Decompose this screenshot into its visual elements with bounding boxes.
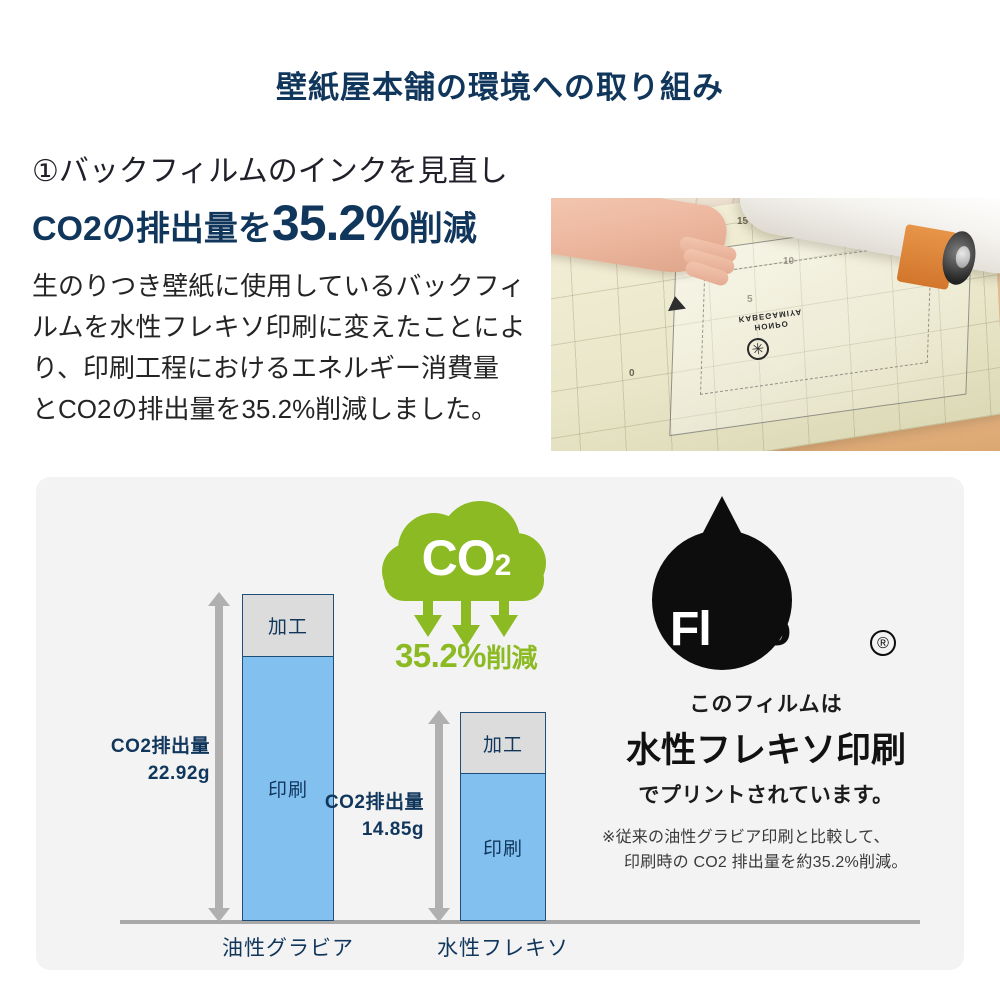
value-label-caption: CO2排出量: [324, 792, 424, 813]
measure-arrow-flexo: [428, 710, 450, 922]
body-line: とCO2の排出量を35.2%削減しました。: [32, 394, 498, 424]
flexo-caption-line2: 水性フレキソ印刷: [625, 731, 906, 770]
reduction-word: 削減: [486, 643, 538, 673]
water-drop-icon: [652, 530, 792, 670]
flexo-footnote: ※従来の油性グラビア印刷と比較して、 印刷時の CO2 排出量を約35.2%削減…: [596, 825, 936, 875]
arrow-up-tip-icon: [208, 592, 230, 606]
arrow-shaft: [435, 722, 443, 910]
arrow-shaft: [215, 604, 223, 910]
body-copy: 生のりつき壁紙に使用しているバックフィ ルムを水性フレキソ印刷に変えたことによ …: [32, 266, 552, 430]
measure-arrow-gravure: [208, 592, 230, 922]
reduction-callout: 35.2%削減: [366, 637, 566, 675]
cloud-icon: [382, 501, 546, 647]
flexo-brand-block: Flexo ® このフィルムは 水性フレキソ印刷 でプリントされています。 ※従…: [596, 518, 936, 875]
chart-baseline: [120, 920, 920, 924]
ruler-number: 15: [737, 216, 749, 227]
headline: CO2の排出量を 35.2% 削減: [32, 195, 552, 252]
value-label-caption: CO2排出量: [110, 736, 210, 757]
body-line: り、印刷工程におけるエネルギー消費量: [32, 353, 499, 383]
co2-text: CO: [421, 530, 496, 586]
flexo-wordmark-inside: Fl: [670, 603, 712, 656]
footnote-line2: 印刷時の CO2 排出量を約35.2%削減。: [624, 854, 908, 871]
headline-percent: 35.2%: [271, 195, 410, 251]
warning-triangle-icon: [666, 294, 686, 312]
flexo-caption-line3: でプリントされています。: [638, 784, 894, 807]
co2-cloud-graphic: CO2: [376, 501, 556, 681]
body-line: 生のりつき壁紙に使用しているバックフィ: [32, 271, 525, 301]
arrow-down-tip-icon: [428, 908, 450, 922]
flexo-logo: Flexo ®: [596, 518, 936, 686]
value-label-flexo: CO2排出量 14.85g: [300, 789, 424, 843]
headline-prefix: CO2の排出量を: [32, 210, 272, 248]
ruler-number: 0: [629, 368, 635, 379]
arrow-up-tip-icon: [428, 710, 450, 724]
ruler-number: 10: [783, 256, 794, 267]
value-label-amount: 22.92g: [147, 763, 210, 784]
bar-segment-printing: 印刷: [461, 774, 545, 920]
lead-line: ①バックフィルムのインクを見直し: [32, 155, 508, 188]
value-label-gravure: CO2排出量 22.92g: [80, 733, 210, 787]
flexo-wordmark-outside: exo: [710, 603, 792, 656]
bar-segment-processing: 加工: [243, 595, 333, 657]
category-label-flexo: 水性フレキソ: [437, 937, 569, 960]
flexo-wordmark: Flexo: [670, 606, 930, 654]
ruler-number: 5: [747, 294, 753, 305]
category-label-gravure: 油性グラビア: [222, 937, 354, 960]
reduction-percent: 35.2%: [394, 637, 487, 674]
arrow-down-tip-icon: [208, 908, 230, 922]
co2-subscript: 2: [494, 549, 512, 582]
footnote-line1: ※従来の油性グラビア印刷と比較して、: [602, 829, 890, 846]
bar-segment-processing: 加工: [461, 713, 545, 774]
body-line: ルムを水性フレキソ印刷に変えたことによ: [32, 312, 526, 342]
bar-gravure: 加工 印刷: [242, 594, 334, 921]
page-title: 壁紙屋本舗の環境への取り組み: [276, 70, 724, 105]
bar-flexo: 加工 印刷: [460, 712, 546, 921]
registered-trademark-icon: ®: [870, 630, 896, 656]
copy-block: ①バックフィルムのインクを見直し CO2の排出量を 35.2% 削減 生のりつき…: [32, 150, 552, 430]
bar-segment-printing: 印刷: [243, 657, 333, 920]
flexo-caption-line1: このフィルムは: [689, 693, 843, 716]
value-label-amount: 14.85g: [361, 819, 424, 840]
co2-cloud-label: CO2: [376, 529, 556, 587]
headline-suffix: 削減: [408, 210, 477, 248]
